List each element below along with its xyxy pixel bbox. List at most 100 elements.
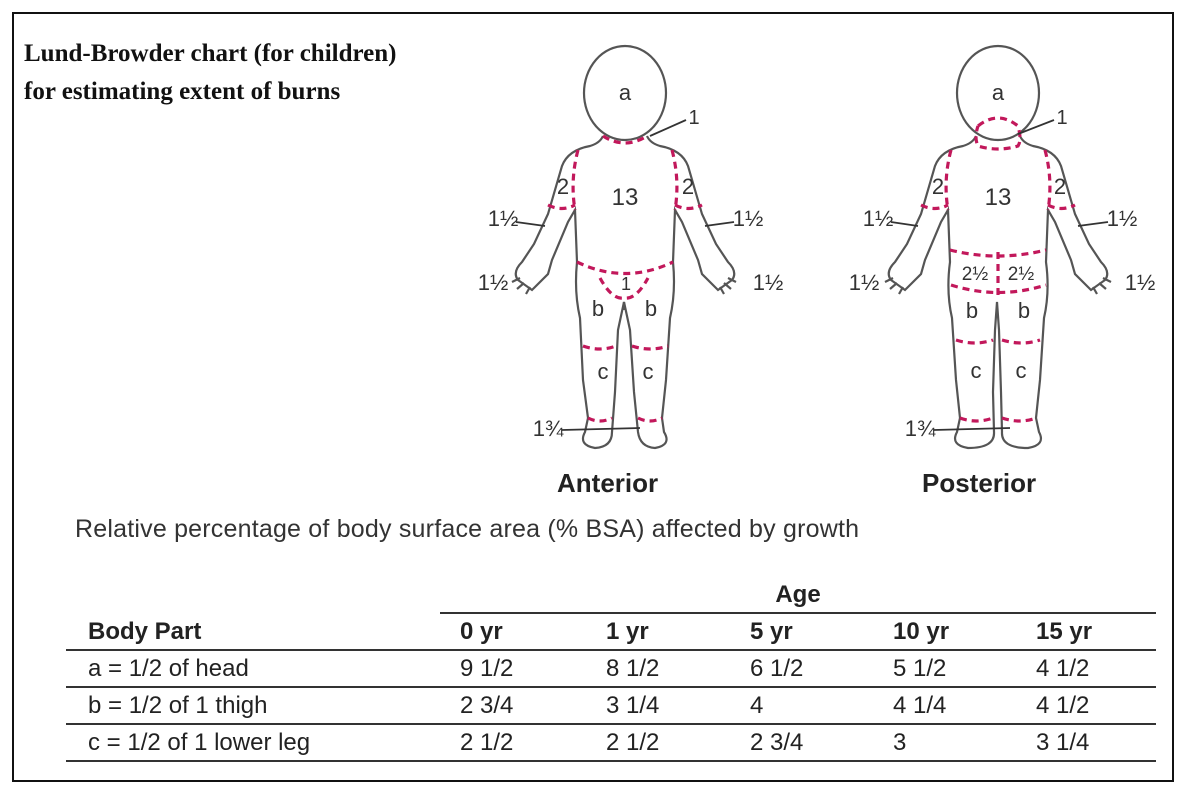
label-head: a (619, 80, 632, 105)
label-buttock-left: 2½ (962, 264, 989, 285)
elbow-boundary-left (920, 203, 949, 211)
column-header: 1 yr (606, 618, 649, 645)
column-header: 10 yr (893, 618, 950, 645)
table-cell: 2 1/2 (460, 729, 514, 756)
label-genitals: 1 (621, 274, 631, 294)
body-figures: a 1 13 2 2 1½ 1½ 1½ 1½ 1 b b c c 1¾ (478, 44, 1156, 450)
age-group-header: Age (440, 578, 1156, 614)
shoulder-boundary-right (1043, 149, 1052, 211)
label-hand-right: 1½ (1125, 270, 1156, 295)
label-foot: 1¾ (533, 416, 564, 441)
ankle-boundary (587, 416, 663, 423)
label-hand-left: 1½ (849, 270, 880, 295)
caption-anterior: Anterior (557, 468, 659, 498)
table-row: a = 1/2 of head 9 1/2 8 1/2 6 1/2 5 1/2 … (66, 649, 1156, 688)
shoulder-boundary-left (944, 149, 953, 211)
bsa-subtitle: Relative percentage of body surface area… (75, 515, 860, 543)
label-leg-right: c (643, 359, 654, 384)
label-hand-left: 1½ (478, 270, 509, 295)
table-row: c = 1/2 of 1 lower leg 2 1/2 2 1/2 2 3/4… (66, 723, 1156, 762)
table-row: b = 1/2 of 1 thigh 2 3/4 3 1/4 4 4 1/4 4… (66, 686, 1156, 725)
leader-neck (649, 119, 687, 137)
column-header: 15 yr (1036, 618, 1093, 645)
elbow-boundary-right (674, 203, 703, 211)
column-header: Body Part (88, 618, 202, 645)
leader-forearm-left (890, 221, 919, 227)
label-neck: 1 (688, 107, 699, 129)
fingers (884, 277, 1112, 295)
leader-forearm-left (515, 221, 546, 227)
label-thigh-left: b (966, 298, 978, 323)
table-cell: 8 1/2 (606, 655, 660, 682)
knee-boundary (582, 344, 669, 351)
label-buttock-right: 2½ (1008, 264, 1035, 285)
label-thigh-left: b (592, 296, 604, 321)
head-outline (955, 44, 1041, 142)
column-header: 5 yr (750, 618, 793, 645)
table-cell: 6 1/2 (750, 655, 804, 682)
label-forearm-left: 1½ (488, 206, 519, 231)
label-upper-arm-right: 2 (1054, 174, 1066, 199)
table-cell: 4 (750, 692, 764, 719)
label-foot: 1¾ (905, 416, 936, 441)
table-cell: 4 1/4 (893, 692, 947, 719)
leader-foot (933, 427, 1011, 431)
elbow-boundary-left (547, 203, 576, 211)
label-neck: 1 (1056, 107, 1067, 129)
label-leg-left: c (971, 358, 982, 383)
label-upper-arm-right: 2 (682, 174, 694, 199)
label-upper-arm-left: 2 (932, 174, 944, 199)
table-cell: 3 1/4 (606, 692, 660, 719)
buttock-boundary (950, 283, 1047, 295)
chart-title-line-1: Lund-Browder chart (for children) (24, 40, 397, 67)
anterior-boundaries (547, 134, 703, 423)
table-header-row: Body Part 0 yr 1 yr 5 yr 10 yr 15 yr (66, 612, 1156, 651)
shoulder-boundary-left (571, 149, 580, 211)
groin-boundary (598, 277, 650, 300)
label-thigh-right: b (1018, 298, 1030, 323)
neck-boundary (602, 134, 648, 145)
body-outline (887, 135, 1109, 450)
table-cell: 2 3/4 (460, 692, 514, 719)
label-trunk: 13 (985, 184, 1012, 211)
leader-foot (561, 427, 641, 431)
leader-neck (1017, 119, 1055, 135)
posterior-labels: a 1 13 2 2 1½ 1½ 1½ 1½ 2½ 2½ b b c c 1¾ (849, 80, 1156, 441)
chart-title-line-2: for estimating extent of burns (24, 78, 341, 105)
label-leg-right: c (1016, 358, 1027, 383)
table-cell: 9 1/2 (460, 655, 514, 682)
table-cell: 5 1/2 (893, 655, 947, 682)
shoulder-boundary-right (670, 149, 679, 211)
knee-boundary (955, 338, 1041, 345)
table-cell: 2 3/4 (750, 729, 804, 756)
posterior-figure (884, 44, 1112, 450)
label-forearm-right: 1½ (733, 206, 764, 231)
table-cell: 4 1/2 (1036, 692, 1090, 719)
table-cell: 2 1/2 (606, 729, 660, 756)
label-head: a (992, 80, 1005, 105)
label-leg-left: c (598, 359, 609, 384)
leader-forearm-right (1077, 221, 1109, 227)
label-upper-arm-left: 2 (557, 174, 569, 199)
anterior-figure (511, 44, 737, 450)
head-outline (582, 44, 668, 142)
table-cell: 4 1/2 (1036, 655, 1090, 682)
table-cell: a = 1/2 of head (88, 655, 249, 682)
column-header: 0 yr (460, 618, 503, 645)
ankle-boundary (959, 416, 1037, 423)
waist-boundary (576, 260, 674, 276)
table-cell: 3 1/4 (1036, 729, 1090, 756)
neck-boundary (974, 116, 1022, 151)
chart-frame (12, 12, 1174, 782)
table-cell: 3 (893, 729, 907, 756)
table-cell: b = 1/2 of 1 thigh (88, 692, 268, 719)
label-thigh-right: b (645, 296, 657, 321)
label-forearm-right: 1½ (1107, 206, 1138, 231)
elbow-boundary-right (1047, 203, 1076, 211)
anterior-labels: a 1 13 2 2 1½ 1½ 1½ 1½ 1 b b c c 1¾ (478, 80, 784, 441)
leader-forearm-right (704, 221, 735, 227)
fingers (511, 277, 737, 295)
label-hand-right: 1½ (753, 270, 784, 295)
label-forearm-left: 1½ (863, 206, 894, 231)
posterior-boundaries (920, 116, 1076, 423)
